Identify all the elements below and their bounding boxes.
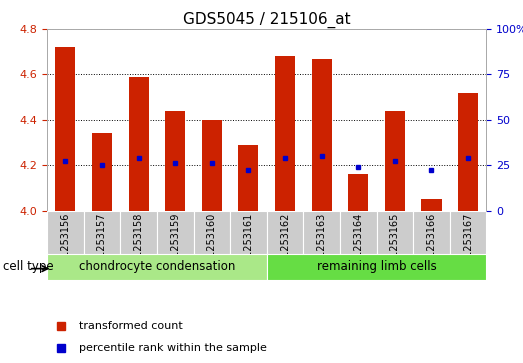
Text: chondrocyte condensation: chondrocyte condensation: [79, 260, 235, 273]
Bar: [194, 211, 230, 254]
Text: GSM1253166: GSM1253166: [426, 213, 437, 278]
Text: GSM1253165: GSM1253165: [390, 213, 400, 278]
Text: GSM1253158: GSM1253158: [133, 213, 144, 278]
Bar: [230, 211, 267, 254]
Text: GSM1253163: GSM1253163: [316, 213, 327, 278]
Bar: [312, 58, 332, 211]
Text: GSM1253162: GSM1253162: [280, 213, 290, 278]
Bar: [238, 145, 258, 211]
Bar: [47, 254, 267, 280]
Text: GSM1253157: GSM1253157: [97, 213, 107, 278]
Text: GSM1253164: GSM1253164: [353, 213, 363, 278]
Text: GSM1253161: GSM1253161: [243, 213, 254, 278]
Bar: [340, 211, 377, 254]
Bar: [202, 120, 222, 211]
Text: GSM1253159: GSM1253159: [170, 213, 180, 278]
Bar: [458, 93, 478, 211]
Bar: [267, 211, 303, 254]
Text: GSM1253167: GSM1253167: [463, 213, 473, 278]
Bar: [84, 211, 120, 254]
Bar: [275, 56, 295, 211]
Bar: [129, 77, 149, 211]
Text: percentile rank within the sample: percentile rank within the sample: [79, 343, 267, 352]
Bar: [55, 47, 75, 211]
Text: remaining limb cells: remaining limb cells: [317, 260, 436, 273]
Title: GDS5045 / 215106_at: GDS5045 / 215106_at: [183, 12, 350, 28]
Bar: [450, 211, 486, 254]
Bar: [348, 174, 368, 211]
Text: GSM1253156: GSM1253156: [60, 213, 71, 278]
Bar: [47, 211, 84, 254]
Bar: [267, 254, 486, 280]
Bar: [303, 211, 340, 254]
Bar: [120, 211, 157, 254]
Text: GSM1253160: GSM1253160: [207, 213, 217, 278]
Text: cell type: cell type: [3, 260, 53, 273]
Bar: [377, 211, 413, 254]
Bar: [413, 211, 450, 254]
Bar: [385, 111, 405, 211]
Bar: [422, 199, 441, 211]
Bar: [157, 211, 194, 254]
Bar: [92, 133, 112, 211]
Text: transformed count: transformed count: [79, 321, 183, 331]
Bar: [165, 111, 185, 211]
